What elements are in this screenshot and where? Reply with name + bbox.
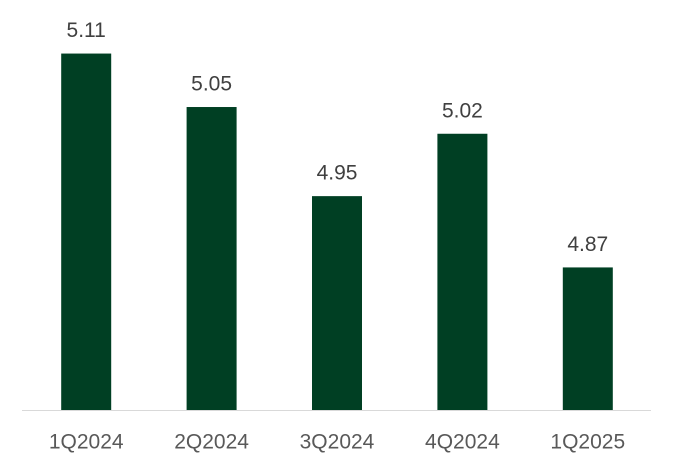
value-label: 4.87 (567, 233, 608, 256)
x-tick-label: 2Q2024 (174, 431, 249, 454)
value-label: 4.95 (317, 162, 358, 185)
x-tick-label: 1Q2025 (550, 431, 625, 454)
x-tick-label: 3Q2024 (300, 431, 375, 454)
bar (562, 267, 613, 410)
bar (61, 53, 112, 411)
value-label: 5.11 (67, 19, 106, 42)
value-label: 5.02 (442, 99, 483, 122)
x-tick-label: 4Q2024 (425, 431, 500, 454)
bar (312, 196, 362, 410)
bar (186, 107, 237, 411)
bar (437, 133, 488, 410)
value-label: 5.05 (191, 73, 232, 96)
x-tick-label: 1Q2024 (49, 431, 124, 454)
